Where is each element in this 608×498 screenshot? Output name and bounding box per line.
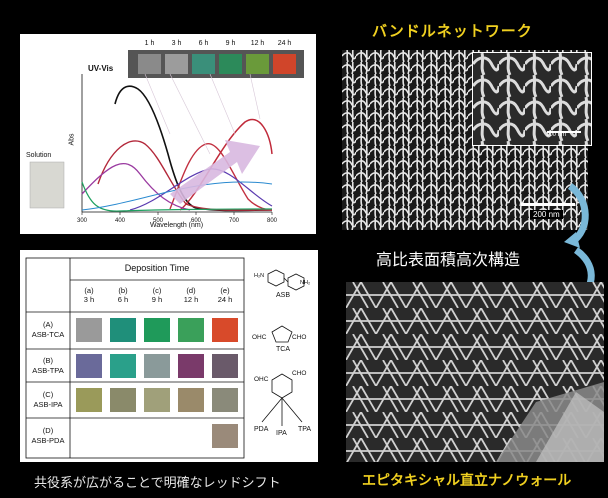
curve-red-1 <box>97 140 273 211</box>
table-sample-swatch <box>110 354 136 378</box>
pda-label: PDA <box>254 426 269 433</box>
curve-purple <box>81 163 191 211</box>
table-sample-swatch <box>212 424 238 448</box>
row-header: (C) ASB-IPA <box>33 390 63 409</box>
asb-label: ASB <box>276 292 291 299</box>
table-sample-swatch <box>110 388 136 412</box>
main-scale-bar <box>521 203 575 206</box>
table-grid <box>25 257 305 459</box>
table-sample-swatch <box>212 318 238 342</box>
sample-swatch <box>273 54 296 74</box>
redshift-arrow <box>170 140 260 204</box>
column-header: (d) 12 h <box>183 286 199 304</box>
bundle-network-title: バンドルネットワーク <box>372 22 533 40</box>
table-sample-swatch <box>144 318 170 342</box>
column-header: (e) 24 h <box>217 286 233 304</box>
time-label: 6 h <box>198 40 209 47</box>
column-header: (c) 9 h <box>151 286 163 304</box>
time-label: 9 h <box>225 40 236 47</box>
solution-label: Solution <box>26 152 52 159</box>
deposition-table-panel: Deposition Time (a) 3 h (b) 6 h (c) 9 h (d)… <box>20 250 318 462</box>
cho-label: CHO <box>292 334 307 341</box>
solution-vial <box>29 161 65 209</box>
curve-green <box>81 181 273 212</box>
ipa-label: IPA <box>276 430 287 437</box>
sem-inset-image <box>472 52 592 146</box>
tca-label: TCA <box>276 346 290 353</box>
uv-vis-panel: 300 400 500 600 700 800 Solution UV-Vis … <box>20 34 316 234</box>
tca-structure <box>271 325 293 343</box>
time-label: 1 h <box>144 40 155 47</box>
svg-text:500: 500 <box>153 218 164 224</box>
sample-swatch <box>165 54 188 74</box>
cho-benzene-label: CHO <box>292 370 307 377</box>
bottom-caption: 共役系が広がることで明確なレッドシフト <box>34 476 281 491</box>
nh2-label: NH₂ <box>300 280 311 286</box>
sem-nanowall-texture <box>346 282 604 462</box>
ohc-label: OHC <box>252 334 267 341</box>
table-sample-swatch <box>178 318 204 342</box>
deposition-time-header: Deposition Time <box>124 263 190 273</box>
svg-text:600: 600 <box>191 218 202 224</box>
sem-image-nanowall <box>346 282 604 462</box>
column-header: (b) 6 h <box>117 286 129 304</box>
x-axis-label: Wavelength (nm) <box>150 222 204 229</box>
y-axis-label: Abs <box>68 133 76 146</box>
table-sample-swatch <box>212 388 238 412</box>
table-sample-swatch <box>110 318 136 342</box>
sem-inset-texture <box>473 53 591 145</box>
h2n-label: H₂N <box>254 273 265 279</box>
sample-swatch <box>192 54 215 74</box>
svg-text:800: 800 <box>267 218 278 224</box>
epitaxial-nanowall-title: エピタキシャル直立ナノウォール <box>362 473 572 489</box>
table-sample-swatch <box>144 354 170 378</box>
sample-swatch <box>219 54 242 74</box>
svg-text:300: 300 <box>77 218 88 224</box>
high-surface-structure-title: 高比表面積高次構造 <box>376 250 521 269</box>
table-sample-swatch <box>144 388 170 412</box>
table-sample-swatch <box>76 388 102 412</box>
table-sample-swatch <box>76 318 102 342</box>
table-sample-swatch <box>76 354 102 378</box>
column-header: (a) 3 h <box>83 286 95 304</box>
sample-swatch <box>246 54 269 74</box>
benzene-structure <box>261 373 303 426</box>
tpa-label: TPA <box>298 426 312 433</box>
row-header: (A) ASB-TCA <box>31 320 65 339</box>
table-sample-swatch <box>178 388 204 412</box>
row-header: (B) ASB-TPA <box>32 356 64 375</box>
table-sample-swatch <box>178 354 204 378</box>
curve-blue <box>81 181 273 211</box>
table-sample-swatch <box>212 354 238 378</box>
ohc-benzene-label: OHC <box>254 376 269 383</box>
svg-text:700: 700 <box>229 218 240 224</box>
main-scale-bar-label: 200 nm <box>530 210 563 219</box>
uv-vis-label: UV-Vis <box>88 64 114 73</box>
inset-scale-bar-label: 100 nm <box>546 132 567 138</box>
sample-swatch <box>138 54 161 74</box>
time-label: 12 h <box>250 40 265 47</box>
time-label: 3 h <box>171 40 182 47</box>
svg-text:400: 400 <box>115 218 126 224</box>
row-header: (D) ASB-PDA <box>31 426 65 445</box>
time-label: 24 h <box>277 40 292 47</box>
asb-structure <box>267 269 305 291</box>
